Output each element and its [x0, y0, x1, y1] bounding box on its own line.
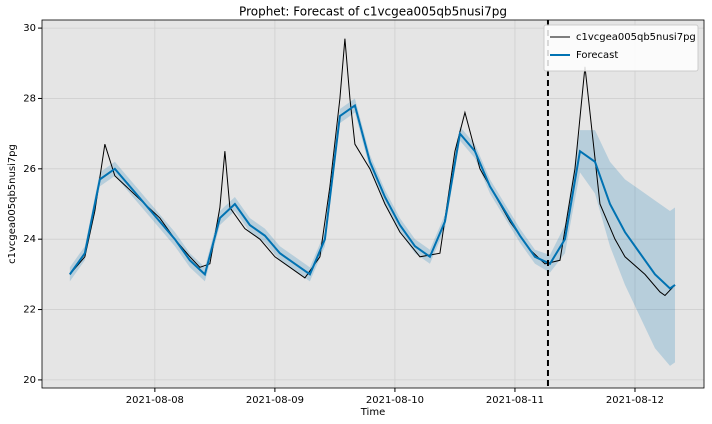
y-tick-label: 22	[23, 305, 36, 316]
series-line	[69, 103, 676, 290]
legend-label: Forecast	[576, 50, 618, 61]
x-tick-label: 2021-08-12	[606, 395, 664, 406]
chart-title: Prophet: Forecast of c1vcgea005qb5nusi7p…	[239, 5, 507, 19]
x-tick-label: 2021-08-10	[366, 395, 424, 406]
y-tick-label: 20	[23, 375, 36, 386]
x-tick-label: 2021-08-11	[486, 395, 544, 406]
grid	[42, 20, 704, 388]
legend-box	[543, 24, 699, 72]
x-tick-label: 2021-08-08	[126, 395, 184, 406]
plot-frame	[41, 19, 705, 389]
plot-area	[42, 20, 704, 388]
legend: c1vcgea005qb5nusi7pg Forecast	[543, 24, 699, 72]
y-tick-label: 30	[23, 23, 36, 34]
y-axis-label: c1vcgea005qb5nusi7pg	[7, 144, 18, 264]
x-tick-label: 2021-08-09	[246, 395, 304, 406]
legend-label: c1vcgea005qb5nusi7pg	[576, 32, 696, 43]
y-tick-label: 28	[23, 93, 36, 104]
y-tick-label: 26	[23, 164, 36, 175]
x-axis-label: Time	[360, 407, 385, 418]
y-tick-label: 24	[23, 234, 36, 245]
